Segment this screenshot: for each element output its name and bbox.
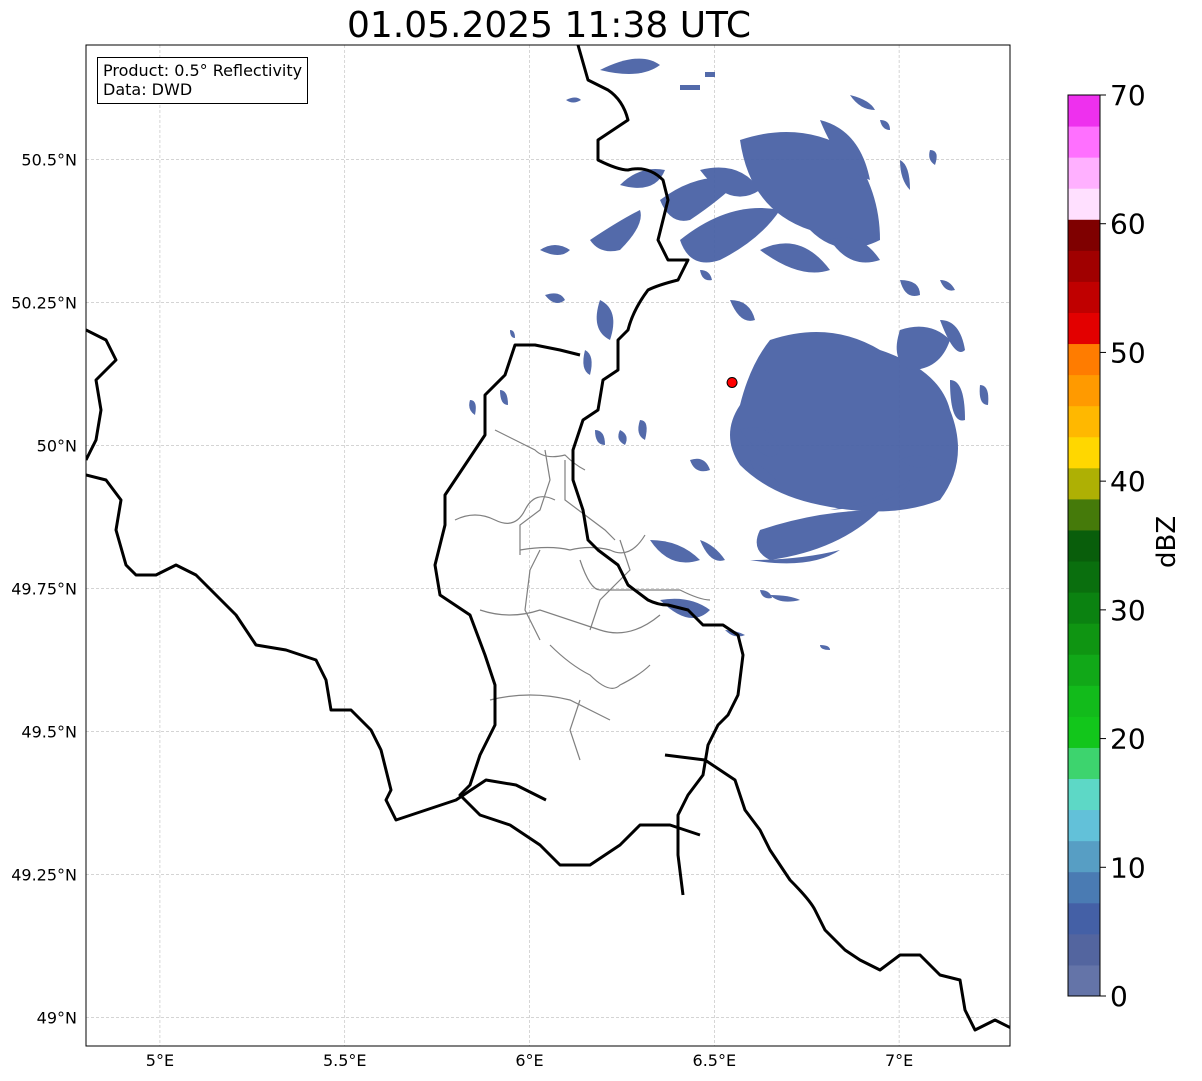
lon-tick-label: 6°E [515, 1051, 543, 1070]
country-borders [86, 45, 1010, 1032]
colorbar-segment [1068, 95, 1100, 127]
colorbar-segment [1068, 685, 1100, 717]
colorbar-segment [1068, 126, 1100, 158]
colorbar-tick-label: 50 [1110, 336, 1146, 369]
colorbar-segment [1068, 157, 1100, 189]
colorbar-tick-label: 70 [1110, 79, 1146, 112]
lat-tick-label: 50.5°N [21, 150, 77, 169]
colorbar-segment [1068, 933, 1100, 966]
colorbar-segment [1068, 405, 1100, 438]
data-source-label: Data: DWD [103, 80, 193, 99]
colorbar-segment [1068, 498, 1100, 531]
info-box: Product: 0.5° Reflectivity Data: DWD [97, 57, 309, 104]
lat-tick-label: 50°N [37, 436, 77, 455]
lon-tick-label: 5°E [146, 1051, 174, 1070]
colorbar-segment [1068, 343, 1100, 376]
colorbar-tick-label: 30 [1110, 594, 1146, 627]
colorbar-segment [1068, 250, 1100, 282]
colorbar-tick-label: 60 [1110, 208, 1146, 241]
radar-site-dot [726, 376, 738, 388]
colorbar-segment [1068, 747, 1100, 780]
lon-tick-label: 6.5°E [693, 1051, 737, 1070]
colorbar-segment [1068, 902, 1100, 935]
colorbar-ticks: 0 10 20 30 40 50 60 70 [1100, 79, 1146, 1013]
lat-tick-label: 49°N [37, 1008, 77, 1027]
colorbar [1067, 94, 1101, 997]
colorbar-frame [1067, 94, 1101, 997]
colorbar-segment [1068, 467, 1100, 500]
lon-tick-label: 5.5°E [323, 1051, 367, 1070]
colorbar-segment [1068, 188, 1100, 220]
colorbar-segment [1068, 623, 1100, 655]
colorbar-tick-label: 10 [1110, 851, 1146, 884]
colorbar-label: dBZ [1152, 515, 1182, 568]
colorbar-segment [1068, 219, 1100, 251]
colorbar-segment [1068, 374, 1100, 407]
axis-ticks: 5°E 5.5°E 6°E 6.5°E 7°E 49°N 49.25°N 49.5°N 49.7… [11, 150, 913, 1070]
lat-tick-label: 49.5°N [21, 722, 77, 741]
colorbar-segment [1068, 716, 1100, 748]
colorbar-segment [1068, 809, 1100, 842]
lat-tick-label: 49.25°N [11, 865, 77, 884]
colorbar-tick-label: 40 [1110, 465, 1146, 498]
colorbar-segment [1068, 561, 1100, 593]
radar-echoes [469, 58, 989, 650]
colorbar-segment [1068, 436, 1100, 469]
colorbar-segment [1068, 964, 1100, 997]
colorbar-tick-label: 0 [1110, 980, 1128, 1013]
colorbar-segment [1068, 592, 1100, 624]
map-title: 01.05.2025 11:38 UTC [346, 5, 752, 46]
product-label: Product: 0.5° Reflectivity [103, 61, 303, 80]
colorbar-segment [1068, 312, 1100, 345]
lat-tick-label: 50.25°N [11, 293, 77, 312]
colorbar-segment [1068, 281, 1100, 313]
colorbar-segment [1068, 654, 1100, 686]
colorbar-segment [1068, 871, 1100, 904]
radar-site-marker [726, 376, 738, 388]
colorbar-segment [1068, 529, 1100, 562]
colorbar-segment [1068, 778, 1100, 811]
lat-tick-label: 49.75°N [11, 579, 77, 598]
lon-tick-label: 7°E [885, 1051, 913, 1070]
district-boundaries [454, 429, 711, 761]
colorbar-segment [1068, 840, 1100, 873]
colorbar-tick-label: 20 [1110, 723, 1146, 756]
map-frame-border [85, 44, 1011, 1047]
graticule [86, 45, 1010, 1046]
